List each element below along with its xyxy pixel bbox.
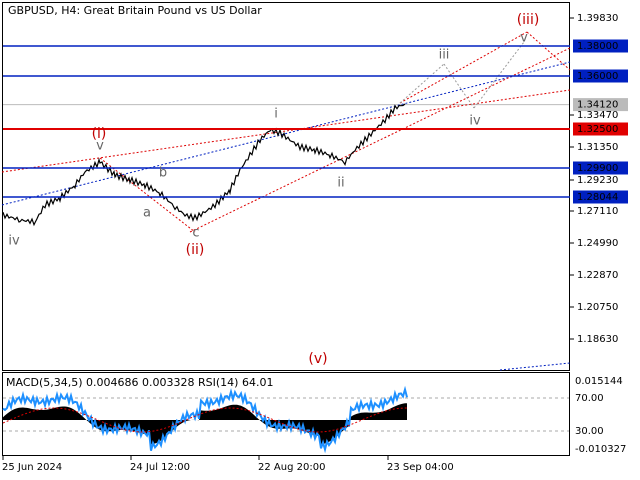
- price-label: 1.24990: [577, 238, 618, 249]
- level-box: [573, 190, 628, 204]
- macd-histogram: [3, 403, 407, 445]
- indicator-label: -0.010327: [575, 444, 626, 455]
- price-label: 1.31350: [577, 142, 618, 153]
- level-label: 1.32500: [577, 124, 618, 135]
- wave-label: (iii): [517, 12, 540, 28]
- indicator-label: 70.00: [575, 393, 604, 404]
- level-label: 1.34120: [577, 100, 618, 111]
- levels: 1.38000 1.36000 1.34120 1.32500 1.29900 1.280…: [3, 39, 628, 204]
- price-line: [2, 103, 406, 227]
- time-label: 22 Aug 20:00: [258, 462, 325, 473]
- wave-label: (i): [92, 126, 107, 142]
- rsi-line: [2, 385, 408, 454]
- price-label: 1.39830: [577, 13, 618, 24]
- wave-label: v: [520, 31, 528, 46]
- wave-label: (v): [308, 351, 327, 367]
- main-frame: [2, 2, 570, 371]
- wave-label: i: [274, 107, 278, 122]
- wave-label: v: [96, 139, 104, 154]
- level-box: [573, 122, 628, 136]
- price-label: 1.20750: [577, 302, 618, 313]
- level-box: [573, 39, 628, 53]
- main-plot: [1, 31, 571, 371]
- wave-line: [99, 157, 196, 233]
- trend-line: [1, 61, 571, 206]
- wave-label: c: [192, 226, 199, 241]
- time-label: 24 Jul 12:00: [130, 462, 190, 473]
- wave-line: [399, 63, 445, 104]
- price-label: 1.18630: [577, 334, 618, 345]
- level-box: [573, 69, 628, 83]
- wave-line: [526, 31, 571, 71]
- price-axis: 1.39830 1.33470 1.31350 1.29230 1.27110 1.249…: [570, 13, 618, 345]
- indicator-header: MACD(5,34,5) 0.004686 0.003328 RSI(14) 6…: [6, 376, 273, 389]
- wave-label: iv: [8, 234, 20, 249]
- indicator-frame: [2, 372, 570, 456]
- price-label: 1.33470: [577, 110, 618, 121]
- level-label: 1.28044: [577, 192, 618, 203]
- indicator-label: 0.015144: [575, 376, 623, 387]
- wave-label: b: [159, 166, 167, 181]
- wave-label: ii: [337, 176, 344, 191]
- wave-label: iii: [439, 48, 450, 63]
- chart-title: GBPUSD, H4: Great Britain Pound vs US Do…: [8, 4, 262, 17]
- time-label: 23 Sep 04:00: [387, 462, 454, 473]
- price-label: 1.27110: [577, 206, 618, 217]
- price-label: 1.22870: [577, 270, 618, 281]
- indicator-label: 30.00: [575, 426, 604, 437]
- time-axis: 25 Jun 2024 24 Jul 12:00 22 Aug 20:00 23 Se…: [2, 456, 454, 473]
- wave-label: iv: [469, 114, 481, 129]
- price-label: 1.29230: [577, 175, 618, 186]
- wave-label: a: [143, 206, 151, 221]
- wave-line: [443, 63, 475, 109]
- level-label: 1.29900: [577, 163, 618, 174]
- wave-label: (ii): [186, 242, 205, 258]
- level-box: [573, 98, 628, 112]
- level-label: 1.38000: [577, 41, 618, 52]
- time-label: 25 Jun 2024: [2, 462, 62, 473]
- level-box: [573, 161, 628, 175]
- level-label: 1.36000: [577, 71, 618, 82]
- indicator: MACD(5,34,5) 0.004686 0.003328 RSI(14) 6…: [2, 376, 626, 455]
- wave-line: [399, 31, 528, 104]
- wave-line: [473, 41, 525, 109]
